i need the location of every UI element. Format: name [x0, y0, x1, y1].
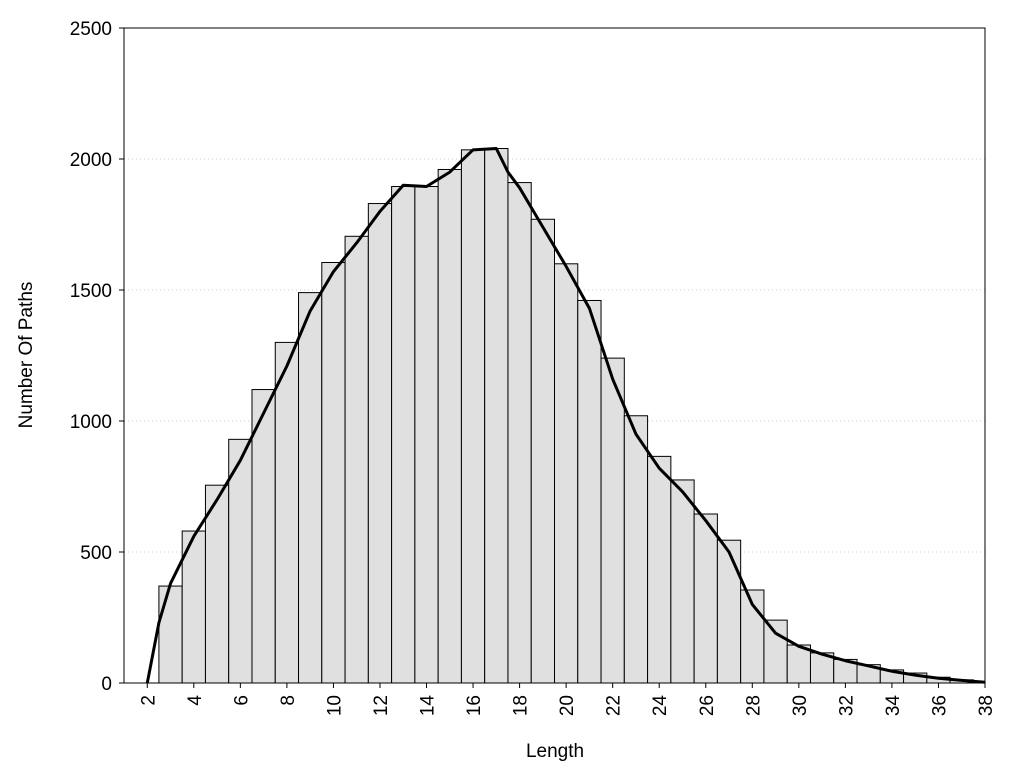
bar	[670, 479, 695, 684]
x-tick-label: 2	[138, 695, 159, 706]
y-tick-label: 500	[80, 543, 112, 564]
y-tick-label: 2500	[70, 19, 112, 40]
bar	[367, 203, 393, 684]
x-tick-label: 22	[604, 695, 625, 716]
bar	[716, 539, 742, 684]
bar	[251, 389, 276, 684]
x-tick-label: 18	[511, 695, 532, 716]
x-tick-label: 28	[743, 695, 764, 716]
y-tick-label: 1500	[70, 281, 112, 302]
bar	[786, 644, 811, 684]
bar	[274, 341, 300, 684]
bar	[530, 218, 556, 684]
x-tick-label: 16	[464, 695, 485, 716]
bar	[577, 299, 602, 684]
x-axis-label: Length	[526, 741, 584, 762]
y-tick-label: 1000	[70, 412, 112, 433]
x-tick-label: 30	[790, 695, 811, 716]
bar	[647, 455, 672, 684]
x-tick-label: 10	[324, 695, 345, 716]
y-tick-label: 0	[101, 674, 112, 695]
x-tick-label: 12	[371, 695, 392, 716]
x-tick-label: 36	[929, 695, 950, 716]
bar	[554, 263, 579, 684]
x-tick-label: 14	[418, 695, 439, 717]
bar	[437, 168, 462, 684]
x-tick-label: 24	[650, 695, 671, 717]
bar	[507, 182, 532, 684]
x-tick-label: 8	[278, 695, 299, 706]
bar	[460, 149, 486, 684]
x-tick-label: 4	[185, 695, 206, 706]
bar	[321, 261, 346, 684]
bar	[693, 513, 718, 684]
x-tick-label: 34	[883, 695, 904, 717]
bar	[484, 148, 509, 684]
bar	[414, 186, 439, 684]
bar	[298, 292, 323, 684]
x-tick-label: 26	[697, 695, 718, 716]
x-tick-label: 6	[231, 695, 252, 706]
x-tick-label: 20	[557, 695, 578, 716]
bar	[158, 585, 183, 684]
y-tick-label: 2000	[70, 150, 112, 171]
bar	[600, 357, 625, 684]
bar	[391, 186, 416, 684]
x-tick-label: 38	[976, 695, 997, 716]
bar	[344, 235, 369, 684]
bar	[763, 619, 788, 684]
y-axis-label: Number Of Paths	[16, 282, 37, 429]
x-tick-label: 32	[836, 695, 857, 716]
curve	[145, 147, 986, 684]
bar	[623, 415, 649, 684]
plot-frame	[123, 27, 986, 684]
